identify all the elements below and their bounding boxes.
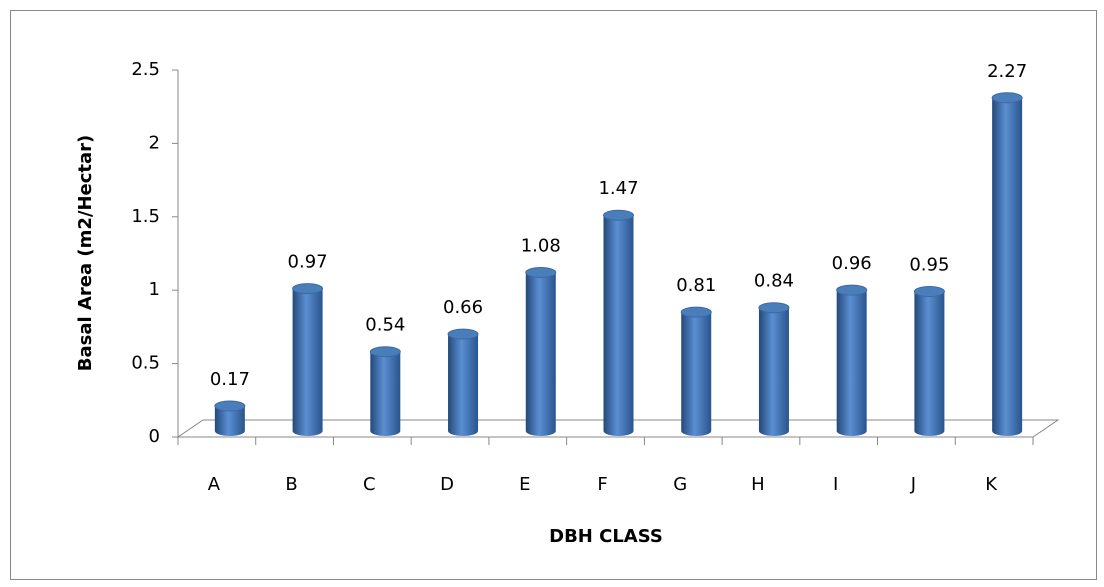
bar-top — [758, 302, 790, 314]
y-tick-label: 1 — [149, 279, 160, 300]
x-tick-label: A — [208, 474, 221, 495]
y-tick-label: 1.5 — [131, 206, 160, 227]
y-axis-title: Basal Area (m2/Hectar) — [75, 135, 96, 371]
bar-top — [603, 209, 634, 221]
x-tick-label: D — [440, 474, 454, 495]
bar — [914, 291, 945, 437]
bar — [603, 215, 634, 437]
bar-top — [525, 266, 557, 278]
x-tick-label: G — [673, 474, 687, 495]
y-tick-label: 2.5 — [131, 59, 160, 80]
x-tick-label: B — [285, 474, 297, 495]
data-label: 2.27 — [987, 61, 1027, 82]
x-tick-label: H — [751, 474, 765, 495]
y-tick-label: 2 — [149, 132, 160, 153]
data-label: 0.96 — [832, 253, 872, 274]
bar — [292, 288, 323, 437]
data-label: 0.84 — [754, 271, 794, 292]
x-tick-label: J — [910, 474, 916, 495]
x-tick-label: C — [363, 474, 376, 495]
bar — [214, 406, 245, 437]
bar — [758, 307, 789, 437]
data-label: 0.17 — [210, 369, 250, 390]
bar-top — [913, 286, 945, 298]
bar-top — [369, 346, 401, 358]
data-label: 0.54 — [365, 315, 405, 336]
bar-top — [680, 306, 712, 318]
bar — [681, 312, 712, 437]
data-label: 0.97 — [288, 252, 328, 273]
data-label: 1.47 — [598, 178, 638, 199]
bar-top — [214, 400, 246, 412]
data-label: 0.66 — [443, 297, 483, 318]
x-tick-label: I — [833, 474, 838, 495]
bar — [836, 290, 867, 437]
x-tick-label: F — [597, 474, 607, 495]
bar-top — [292, 283, 324, 295]
bar — [992, 97, 1023, 437]
y-tick-label: 0.5 — [131, 353, 160, 374]
bar-top — [991, 92, 1023, 104]
data-label: 0.81 — [676, 275, 716, 296]
x-tick-label: E — [519, 474, 530, 495]
x-axis-title: DBH CLASS — [549, 526, 663, 547]
y-tick-label: 0 — [149, 426, 160, 447]
bar — [370, 351, 401, 437]
data-label: 0.95 — [909, 255, 949, 276]
data-label: 1.08 — [521, 235, 561, 256]
x-tick-label: K — [985, 474, 998, 495]
bar-top — [836, 284, 868, 296]
bar — [525, 272, 556, 437]
bar-top — [447, 328, 479, 340]
bar — [448, 334, 479, 437]
